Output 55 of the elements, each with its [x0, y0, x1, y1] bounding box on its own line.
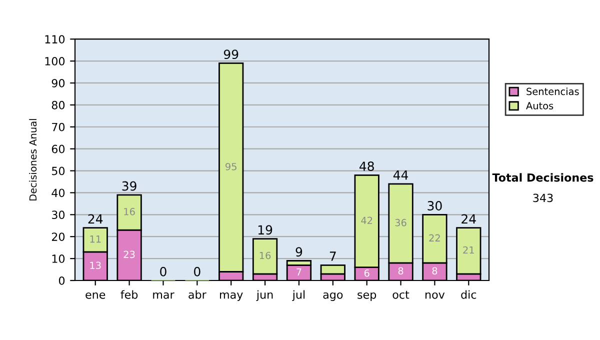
y-tick-label: 60	[52, 144, 65, 154]
data-label: 42	[361, 216, 372, 224]
y-tick-label: 0	[58, 276, 65, 285]
x-tick-label: oct	[392, 290, 410, 299]
data-label: 11	[90, 235, 101, 243]
data-label: 95	[226, 162, 236, 170]
data-label: 6	[364, 269, 370, 277]
data-label: 22	[429, 234, 440, 242]
x-tick-label: jun	[256, 290, 273, 301]
x-tick-label: may	[220, 292, 243, 301]
y-tick-label: 20	[52, 232, 65, 241]
x-tick-label: ene	[86, 292, 106, 299]
x-tick-label: jul	[292, 290, 305, 301]
data-label: 7	[296, 268, 302, 276]
y-tick-label: 70	[52, 122, 65, 132]
total-label: 0	[160, 266, 166, 276]
x-tick-label: mar	[153, 292, 174, 299]
data-label: 36	[395, 218, 406, 226]
y-tick-label: 10	[52, 254, 65, 263]
text: 343	[533, 194, 553, 202]
total-label: 39	[122, 181, 136, 191]
x-tick-label: dic	[461, 290, 476, 299]
text: Total Decisiones	[492, 173, 594, 182]
total-label: 99	[224, 50, 238, 60]
x-tick-label: ago	[323, 292, 343, 301]
y-tick-label: 100	[45, 57, 65, 66]
x-tick-label: abr	[188, 290, 206, 299]
total-label: 0	[194, 266, 200, 276]
total-label: 24	[88, 214, 103, 224]
data-label: 21	[463, 246, 474, 254]
total-label: 7	[330, 252, 336, 261]
data-label: 16	[260, 252, 271, 260]
legend-label: Autos	[526, 102, 554, 110]
data-label: 13	[90, 262, 101, 270]
y-axis-title: Decisiones Anual	[29, 119, 37, 200]
legend-label: Sentencias	[526, 88, 579, 96]
x-tick-label: nov	[426, 292, 445, 299]
y-tick-label: 110	[45, 35, 65, 44]
total-label: 44	[393, 170, 408, 180]
x-tick-label: feb	[120, 290, 138, 299]
total-label: 30	[428, 201, 442, 210]
data-label: 8	[398, 267, 404, 275]
y-tick-label: 40	[52, 188, 65, 198]
data-label: 23	[124, 250, 135, 258]
x-tick-label: sep	[358, 292, 376, 301]
y-tick-label: 50	[52, 166, 65, 176]
data-label: 8	[432, 267, 438, 275]
total-label: 24	[462, 214, 476, 224]
y-tick-label: 90	[52, 78, 65, 88]
y-tick-label: 30	[52, 210, 65, 220]
y-tick-label: 80	[52, 100, 65, 110]
total-label: 19	[258, 225, 272, 235]
total-label: 9	[296, 247, 302, 257]
total-label: 48	[359, 162, 374, 171]
data-label: 16	[124, 208, 135, 216]
